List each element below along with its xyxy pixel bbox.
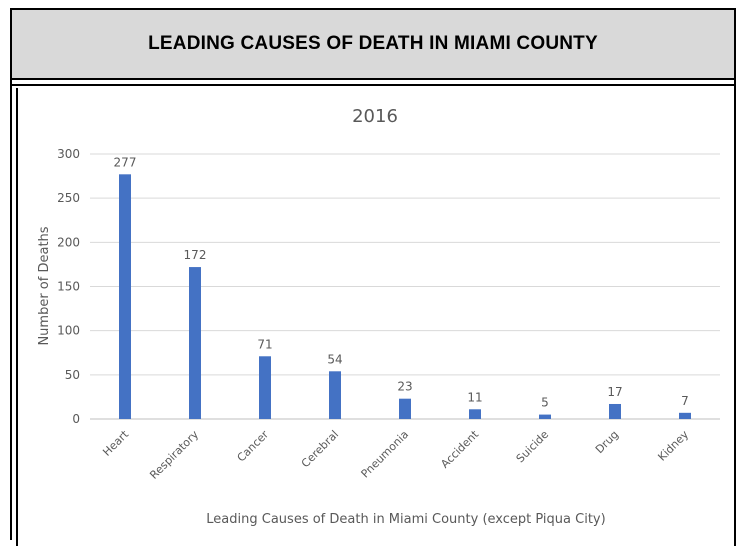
y-tick-label: 200	[57, 235, 80, 249]
data-labels: 277 172 71 54 23 11 5 17 7	[114, 155, 689, 409]
x-tick-label: Respiratory	[147, 428, 201, 482]
x-tick-label: Cerebral	[299, 428, 341, 470]
frame-border-left-inner	[16, 88, 18, 546]
y-tick-label: 300	[57, 147, 80, 161]
x-tick-label: Heart	[100, 427, 131, 458]
frame-border-top	[10, 84, 736, 86]
x-tick-label: Pneumonia	[359, 428, 412, 481]
data-label: 17	[607, 385, 622, 399]
frame-border-left-outer	[10, 80, 12, 540]
bar-kidney	[679, 412, 691, 419]
y-tick-label: 0	[72, 412, 80, 426]
page-header: LEADING CAUSES OF DEATH IN MIAMI COUNTY	[10, 8, 736, 80]
bar-drug	[609, 403, 621, 419]
bar-accident	[469, 409, 481, 419]
bar-heart	[119, 174, 131, 419]
y-tick-label: 150	[57, 280, 80, 294]
data-label: 23	[397, 380, 412, 394]
data-label: 7	[681, 394, 689, 408]
bar-pneumonia	[399, 398, 411, 419]
y-tick-label: 50	[65, 368, 80, 382]
data-label: 11	[467, 390, 482, 404]
data-label: 277	[114, 155, 137, 169]
x-tick-label: Drug	[593, 428, 621, 456]
y-tick-label: 250	[57, 191, 80, 205]
x-axis-label: Leading Causes of Death in Miami County …	[206, 512, 605, 527]
x-tick-label: Cancer	[235, 428, 272, 465]
x-axis-ticks: Heart Respiratory Cancer Cerebral Pneumonia A…	[100, 427, 691, 481]
x-tick-label: Suicide	[514, 428, 552, 466]
x-tick-label: Kidney	[655, 428, 691, 464]
bar-suicide	[539, 414, 551, 419]
y-axis-ticks: 0 50 100 150 200 250 300	[57, 147, 80, 426]
bar-respiratory	[189, 267, 201, 419]
data-label: 71	[257, 337, 272, 351]
y-axis-label: Number of Deaths	[37, 226, 52, 345]
bar-cancer	[259, 356, 271, 419]
page-title: LEADING CAUSES OF DEATH IN MIAMI COUNTY	[148, 33, 598, 54]
frame-border-right	[734, 80, 736, 546]
data-label: 54	[327, 352, 342, 366]
y-tick-label: 100	[57, 324, 80, 338]
bar-cerebral	[329, 371, 341, 419]
data-label: 5	[541, 396, 549, 410]
data-label: 172	[184, 248, 207, 262]
bars	[119, 174, 691, 419]
chart-panel	[18, 88, 734, 546]
chart-title: 2016	[352, 106, 398, 127]
x-tick-label: Accident	[438, 427, 481, 470]
